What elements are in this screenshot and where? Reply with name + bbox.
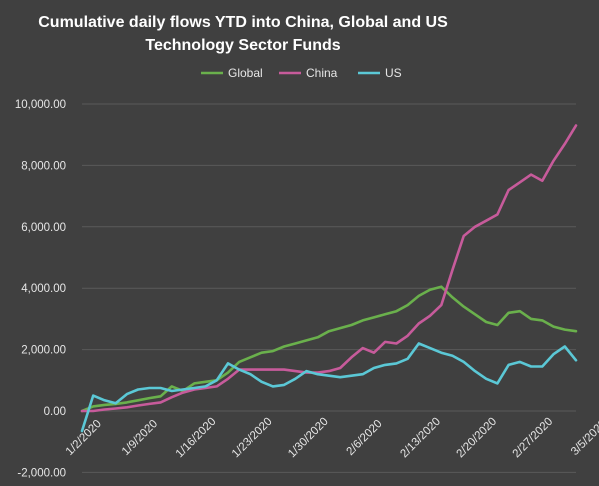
- x-tick-label: 3/5/2020: [569, 418, 599, 458]
- x-tick-label: 1/23/2020: [230, 416, 275, 461]
- y-tick-label: 6,000.00: [21, 222, 66, 234]
- chart-legend: Global China US: [201, 66, 402, 80]
- x-tick-label: 1/30/2020: [286, 416, 331, 461]
- series-line-global: [80, 285, 578, 413]
- y-tick-label: 8,000.00: [21, 160, 66, 172]
- legend-label-china: China: [306, 66, 338, 80]
- x-tick-label: 1/16/2020: [174, 416, 219, 461]
- series-line-china: [80, 124, 578, 413]
- y-tick-label: 0.00: [44, 406, 66, 418]
- chart-title-line-1: Cumulative daily flows YTD into China, G…: [38, 14, 448, 31]
- x-axis-ticks: 1/2/2020 1/9/2020 1/16/2020 1/23/2020 1/30/2…: [64, 416, 599, 461]
- y-tick-label: 10,000.00: [15, 99, 66, 111]
- y-tick-label: -2,000.00: [17, 467, 66, 479]
- y-axis-ticks: -2,000.00 0.00 2,000.00 4,000.00 6,000.00 8,0…: [15, 99, 66, 479]
- x-tick-label: 2/20/2020: [454, 416, 499, 461]
- gridlines: [82, 103, 576, 473]
- y-tick-label: 2,000.00: [21, 345, 66, 357]
- chart-title-line-2: Technology Sector Funds: [145, 37, 340, 54]
- x-tick-label: 2/27/2020: [511, 416, 556, 461]
- legend-label-global: Global: [228, 66, 263, 80]
- y-tick-label: 4,000.00: [21, 283, 66, 295]
- x-tick-label: 2/13/2020: [398, 416, 443, 461]
- series-lines: [80, 124, 578, 433]
- legend-label-us: US: [385, 66, 402, 80]
- x-tick-label: 1/9/2020: [120, 418, 160, 458]
- x-tick-label: 2/6/2020: [344, 418, 384, 458]
- series-line-us: [80, 342, 578, 433]
